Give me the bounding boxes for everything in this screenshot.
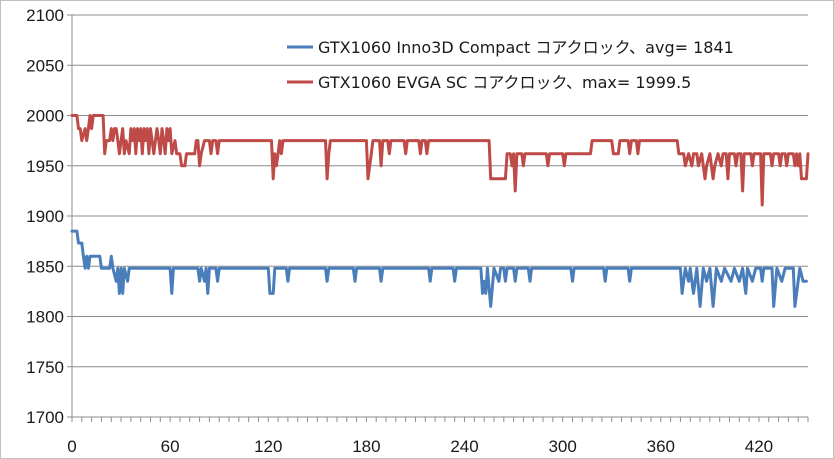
y-tick-label: 2000 <box>26 107 64 126</box>
y-tick-label: 2050 <box>26 56 64 75</box>
x-tick-label: 120 <box>254 437 282 456</box>
legend-label-1: GTX1060 Inno3D Compact コアクロック、avg= 1841 <box>318 38 734 57</box>
y-tick-label: 1800 <box>26 308 64 327</box>
y-tick-label: 1900 <box>26 207 64 226</box>
series-line-1 <box>70 229 808 308</box>
x-tick-label: 300 <box>548 437 576 456</box>
y-tick-label: 2100 <box>26 6 64 25</box>
y-tick-label: 1950 <box>26 157 64 176</box>
x-tick-label: 0 <box>67 437 76 456</box>
x-tick-label: 360 <box>647 437 675 456</box>
legend: GTX1060 Inno3D Compact コアクロック、avg= 1841 G… <box>287 38 734 92</box>
x-tick-label: 180 <box>352 437 380 456</box>
y-tick-label: 1700 <box>26 408 64 427</box>
x-tick-label: 420 <box>745 437 773 456</box>
x-tick-label: 240 <box>450 437 478 456</box>
y-tick-label: 1750 <box>26 358 64 377</box>
legend-label-2: GTX1060 EVGA SC コアクロック、max= 1999.5 <box>318 73 691 92</box>
y-tick-label: 1850 <box>26 257 64 276</box>
gridlines <box>72 14 808 368</box>
series-line-2 <box>70 114 810 207</box>
series-lines <box>70 114 810 308</box>
x-tick-label: 60 <box>161 437 180 456</box>
